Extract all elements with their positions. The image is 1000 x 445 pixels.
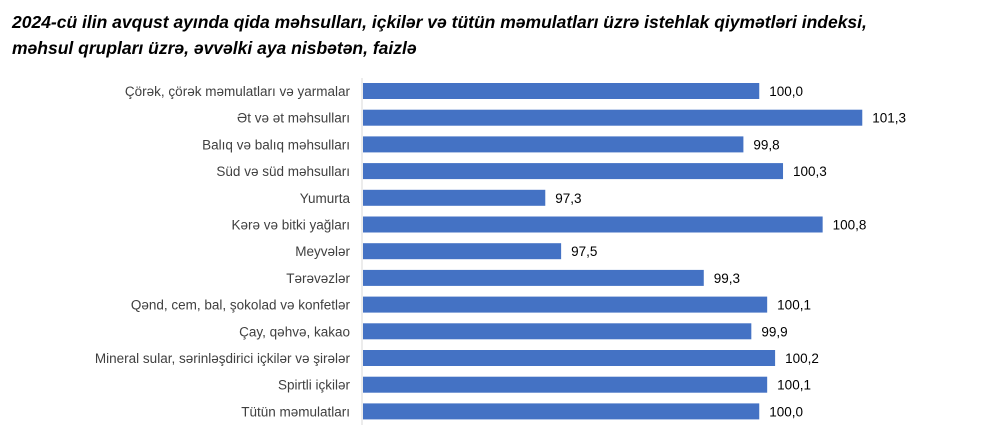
category-label: Yumurta [300, 191, 351, 206]
bar [363, 376, 768, 393]
bar [363, 136, 744, 153]
chart-title-line-2: məhsul qrupları üzrə, əvvəlki aya nisbət… [12, 38, 417, 58]
bar [363, 189, 546, 206]
chart-title-line-1: 2024-cü ilin avqust ayında qida məhsulla… [12, 12, 867, 32]
bar [363, 243, 562, 260]
category-label: Ət və ət məhsulları [237, 111, 350, 126]
data-label: 100,0 [769, 404, 803, 419]
bar [363, 216, 823, 233]
bar [363, 323, 752, 340]
bar [363, 83, 760, 99]
category-label: Balıq və balıq məhsulları [202, 137, 350, 152]
data-label: 100,2 [785, 351, 819, 366]
data-label: 99,3 [714, 271, 740, 286]
data-label: 97,3 [555, 191, 581, 206]
category-label: Süd və süd məhsulları [216, 164, 350, 179]
data-label: 101,3 [872, 111, 906, 126]
category-label: Qənd, cem, bal, şokolad və konfetlər [131, 298, 351, 313]
category-label: Spirtli içkilər [278, 378, 351, 393]
category-label: Tərəvəzlər [286, 271, 350, 286]
data-label: 100,0 [769, 84, 803, 99]
data-label: 99,9 [761, 324, 787, 339]
data-label: 97,5 [571, 244, 597, 259]
data-label: 100,3 [793, 164, 827, 179]
chart-title: 2024-cü ilin avqust ayında qida məhsulla… [12, 9, 867, 61]
bar [363, 403, 760, 420]
category-label: Tütün məmulatları [241, 404, 350, 419]
bar [363, 350, 776, 366]
category-label: Kərə və bitki yağları [231, 218, 350, 233]
category-label: Mineral sular, sərinləşdirici içkilər və… [95, 351, 351, 366]
data-label: 100,1 [777, 298, 811, 313]
data-label: 99,8 [753, 137, 779, 152]
data-label: 100,1 [777, 378, 811, 393]
category-label: Çay, qəhvə, kakao [239, 324, 350, 339]
category-label: Çörək, çörək məmulatları və yarmalar [125, 84, 351, 99]
data-label: 100,8 [833, 218, 867, 233]
bar [363, 269, 704, 286]
category-label: Meyvələr [295, 244, 350, 259]
bar [363, 163, 784, 180]
bar [363, 109, 863, 126]
bar [363, 296, 768, 313]
